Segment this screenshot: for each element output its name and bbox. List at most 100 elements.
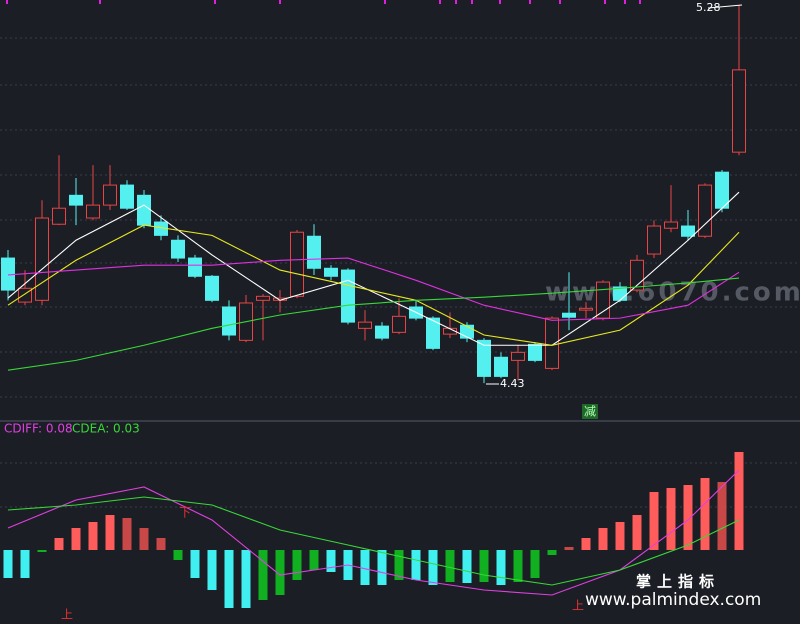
candle-body [35, 217, 49, 301]
macd-bar [207, 550, 217, 590]
line [7, 224, 740, 346]
candle-body [222, 306, 236, 336]
macd-bar [122, 518, 132, 550]
signal-shang: 上 [61, 608, 73, 622]
candle-body [341, 269, 355, 323]
line [7, 496, 740, 586]
candle-body [103, 184, 117, 206]
candle-body [732, 69, 746, 153]
macd-bar [615, 522, 625, 550]
candle-body [171, 239, 185, 259]
macd-bar [445, 550, 455, 582]
macd-bar [411, 550, 421, 580]
candle-body [579, 307, 593, 311]
macd-bar [360, 550, 370, 585]
candle-body [511, 351, 525, 361]
macd-bar [139, 528, 149, 550]
candle-body [562, 312, 576, 318]
watermark: www.6070.com [545, 278, 800, 308]
candle-body [375, 325, 389, 339]
candle-body [52, 207, 66, 225]
high-arrow [707, 4, 743, 9]
macd-bar [88, 522, 98, 550]
macd-bar [190, 550, 200, 578]
macd-bar [666, 488, 676, 550]
high-label: 5.28 [696, 1, 721, 14]
candle-body [188, 257, 202, 277]
candle-body [290, 231, 304, 297]
macd-bar [428, 550, 438, 585]
candle-body [324, 267, 338, 277]
candle-body [86, 204, 100, 219]
candle-body [137, 194, 151, 226]
candle-body [256, 295, 270, 301]
macd-bar [377, 550, 387, 585]
signal-ticks [6, 0, 641, 4]
signal-xia: 下 [179, 506, 191, 520]
macd-bar [309, 550, 319, 570]
candle-body [545, 317, 559, 369]
candle-body [120, 184, 134, 209]
legend-entry: CDEA: 0.03 [72, 422, 140, 436]
plots [1, 4, 746, 608]
candle-body [698, 184, 712, 237]
macd-bar [156, 538, 166, 550]
candle-body [596, 281, 610, 319]
macd-bar [632, 515, 642, 550]
macd-bar [224, 550, 234, 608]
macd-bar [292, 550, 302, 580]
candle-body [715, 171, 729, 209]
macd-bar [37, 550, 47, 552]
macd-bar [717, 482, 727, 550]
macd-bar [700, 478, 710, 550]
candle-body [494, 356, 508, 377]
signal-shang: 上 [572, 599, 584, 613]
candle-body [69, 194, 83, 206]
candle-body [647, 225, 661, 255]
macd-bar [54, 538, 64, 550]
candle-body [477, 339, 491, 377]
low-label: 4.43 [500, 377, 525, 390]
candle-body [392, 315, 406, 333]
candle-body [664, 221, 678, 229]
candle-body [205, 275, 219, 301]
macd-bar [649, 492, 659, 550]
watermark: www.palmindex.com [585, 590, 761, 610]
line [7, 469, 740, 596]
candle-body [681, 225, 695, 237]
macd-bar [326, 550, 336, 572]
candle-body [528, 343, 542, 361]
macd-bar [462, 550, 472, 583]
grid [0, 37, 800, 508]
macd-bar [173, 550, 183, 560]
legend-entry: CDIFF: 0.08 [4, 422, 73, 436]
macd-bar [20, 550, 30, 578]
line [7, 277, 740, 371]
macd-bar [734, 452, 744, 550]
candle-body [460, 324, 474, 339]
macd-bar [3, 550, 13, 578]
candle-body [358, 321, 372, 329]
macd-bar [564, 547, 574, 550]
macd-bar [547, 550, 557, 555]
watermark: 掌上指标 [636, 573, 720, 591]
macd-bar [241, 550, 251, 608]
candle-body [1, 257, 15, 291]
macd-bar [581, 538, 591, 550]
macd-bar [479, 550, 489, 582]
candle-body [426, 317, 440, 349]
macd-bar [258, 550, 268, 600]
macd-bar [275, 550, 285, 595]
macd-bar [683, 485, 693, 550]
line [7, 191, 740, 346]
macd-bar [496, 550, 506, 585]
macd-bar [105, 515, 115, 550]
macd-bar [513, 550, 523, 582]
macd-bar [598, 528, 608, 550]
macd-bar [530, 550, 540, 578]
signal-jian: 减 [584, 405, 596, 419]
macd-bar [394, 550, 404, 580]
macd-bar [71, 528, 81, 550]
line [7, 257, 740, 321]
